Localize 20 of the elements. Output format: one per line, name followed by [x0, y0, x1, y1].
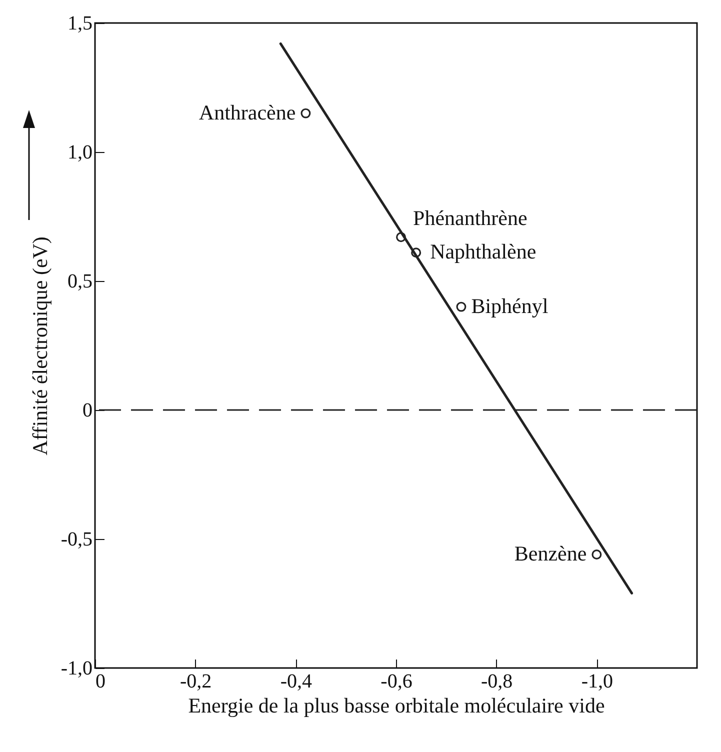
point	[592, 550, 602, 560]
annotation: Phénanthrène	[413, 206, 528, 230]
y-tick-label: 1,0	[68, 142, 92, 164]
y-tick-label: -0,5	[60, 528, 92, 550]
x-tick-label: -0,8	[480, 670, 513, 692]
point	[456, 302, 466, 312]
x-tick-label: -0,4	[280, 670, 312, 692]
annotation: Benzène	[514, 541, 587, 566]
annotation: Biphényl	[471, 294, 548, 318]
point	[300, 108, 311, 118]
y-tick-label: 0	[82, 400, 92, 422]
y-axis-title: Affinité électronique (eV)	[28, 236, 52, 456]
x-tick-label: -0,6	[380, 670, 412, 692]
x-tick-label: -0,2	[180, 670, 212, 692]
x-axis-title: Energie de la plus basse orbitale moléculaire vide	[188, 694, 605, 718]
y-tick-label: 1,5	[68, 12, 92, 34]
annotation: Naphthalène	[430, 240, 536, 264]
x-tick-label: -1,0	[581, 670, 614, 692]
annotation: Anthracène	[198, 100, 296, 124]
y-tick-label: 0,5	[68, 270, 92, 292]
